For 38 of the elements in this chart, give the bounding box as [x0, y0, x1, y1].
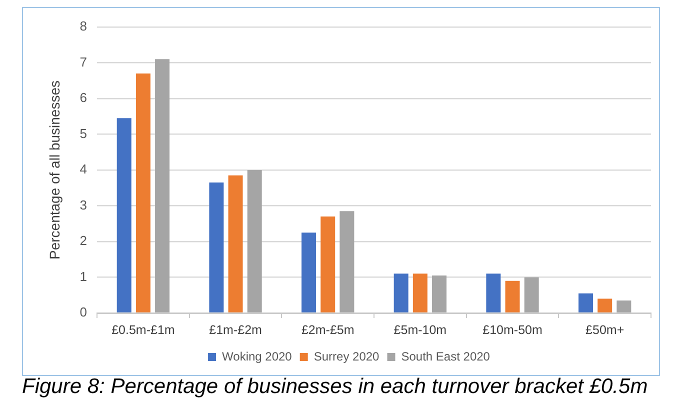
- x-tick-label: £5m-10m: [394, 322, 447, 337]
- x-tick-label: £10m-50m: [482, 322, 542, 337]
- y-tick-label: 1: [80, 268, 88, 284]
- bar: [228, 175, 243, 312]
- caption: Figure 8: Percentage of businesses in each turnover bracket £0.5m: [22, 375, 648, 399]
- y-tick-label: 7: [80, 54, 88, 70]
- x-tick-label: £0.5m-£1m: [112, 322, 175, 337]
- bar: [524, 277, 539, 312]
- y-tick-label: 6: [80, 90, 88, 106]
- bar: [209, 182, 224, 312]
- bar: [394, 274, 408, 312]
- y-tick-label: 8: [80, 18, 88, 34]
- legend-label: Woking 2020: [222, 349, 292, 364]
- bar: [598, 298, 612, 312]
- x-tick-label: £50m+: [586, 322, 624, 337]
- bar: [247, 170, 262, 312]
- y-tick-label: 0: [80, 304, 88, 320]
- bar: [136, 73, 150, 312]
- y-tick-label: 2: [80, 233, 88, 248]
- bar: [505, 280, 520, 312]
- bar: [155, 59, 170, 312]
- y-tick-label: 5: [80, 126, 88, 141]
- bar: [486, 274, 501, 312]
- bar: [432, 275, 447, 312]
- bar: [116, 118, 132, 312]
- legend-label: South East 2020: [401, 349, 490, 364]
- bar: [412, 274, 428, 312]
- legend-label: Surrey 2020: [314, 349, 380, 364]
- x-tick-label: £2m-£5m: [301, 322, 354, 337]
- x-tick-label: £1m-£2m: [209, 322, 262, 337]
- bar: [616, 300, 632, 312]
- bar: [302, 232, 316, 312]
- bar: [320, 216, 336, 312]
- bar: [340, 211, 354, 312]
- y-tick-label: 3: [80, 197, 88, 212]
- y-tick-label: 4: [80, 162, 88, 177]
- y-axis-title: Percentage of all businesses: [46, 80, 62, 260]
- bar: [578, 293, 594, 312]
